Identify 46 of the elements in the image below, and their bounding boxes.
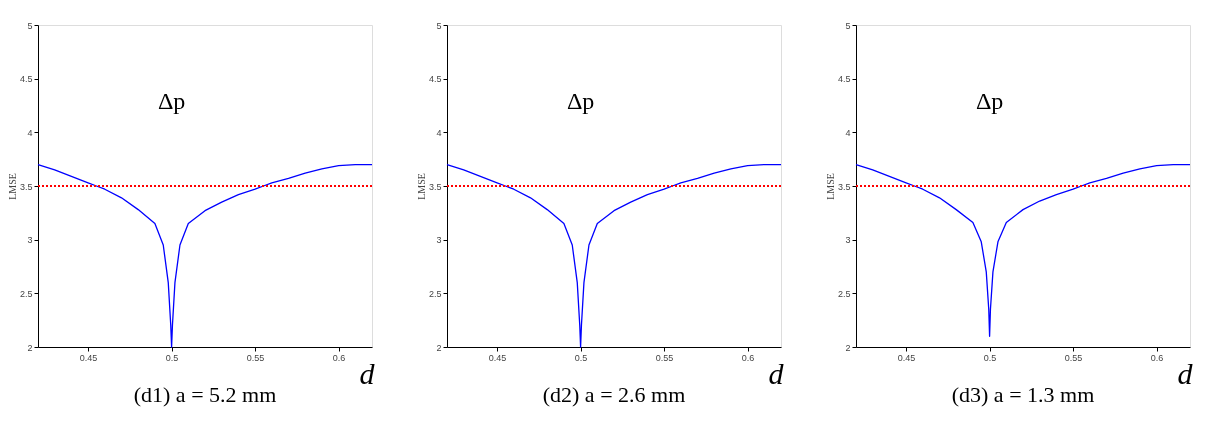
y-tick-label: 2.5	[837, 288, 851, 299]
x-axis-title: d	[359, 356, 376, 390]
y-tick-label: 4.5	[837, 74, 851, 85]
y-tick-label: 2	[436, 342, 442, 353]
y-tick-label: 5	[27, 20, 33, 31]
x-tick-label: 0.45	[79, 352, 98, 363]
x-axis-title: d	[1177, 356, 1194, 390]
y-tick-label: 4.5	[428, 74, 442, 85]
x-tick-label: 0.6	[332, 352, 346, 363]
x-tick-label: 0.5	[983, 352, 997, 363]
x-tick-label: 0.6	[1150, 352, 1164, 363]
y-axis-title: LMSE	[824, 173, 836, 200]
y-tick-label: 5	[845, 20, 851, 31]
y-tick-label: 2	[845, 342, 851, 353]
text: (d1) a = 5.2 mm	[133, 382, 277, 407]
x-tick-label: 0.55	[246, 352, 265, 363]
text: Δp	[157, 88, 186, 115]
y-tick-label: 4	[27, 127, 33, 138]
y-tick-label: 3	[436, 235, 442, 246]
x-tick-label: 0.5	[165, 352, 179, 363]
y-tick-label: 4	[845, 127, 851, 138]
x-tick-label: 0.55	[1064, 352, 1083, 363]
text: Δp	[975, 88, 1004, 115]
y-axis-title: LMSE	[415, 173, 427, 200]
text: Δp	[566, 88, 595, 115]
y-tick-label: 3.5	[428, 181, 442, 192]
y-tick-label: 3.5	[837, 181, 851, 192]
text: (d2) a = 2.6 mm	[542, 382, 686, 407]
x-tick-label: 0.45	[488, 352, 507, 363]
x-axis-title: d	[768, 356, 785, 390]
y-axis-title: LMSE	[6, 173, 18, 200]
y-tick-label: 4.5	[19, 74, 33, 85]
y-tick-label: 4	[436, 127, 442, 138]
line-series	[855, 163, 1191, 337]
x-tick-label: 0.55	[655, 352, 674, 363]
y-tick-label: 3	[27, 235, 33, 246]
y-tick-label: 3	[845, 235, 851, 246]
x-tick-label: 0.5	[574, 352, 588, 363]
x-tick-label: 0.6	[741, 352, 755, 363]
text: (d3) a = 1.3 mm	[951, 382, 1095, 407]
y-tick-label: 2	[27, 342, 33, 353]
y-tick-label: 2.5	[428, 288, 442, 299]
x-tick-label: 0.45	[897, 352, 916, 363]
y-tick-label: 5	[436, 20, 442, 31]
y-tick-label: 3.5	[19, 181, 33, 192]
y-tick-label: 2.5	[19, 288, 33, 299]
